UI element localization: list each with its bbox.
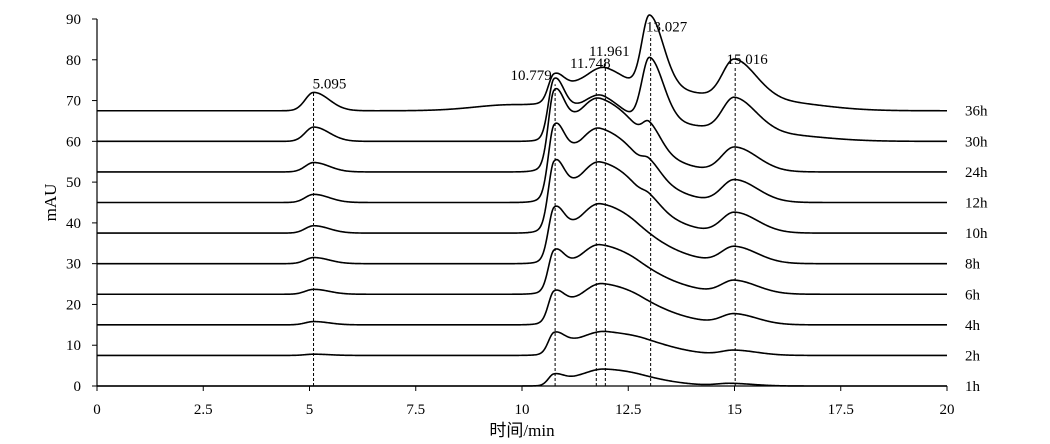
series-line-6h [97, 243, 947, 296]
y-tick-label: 90 [66, 12, 81, 28]
peak-label-13.027: 13.027 [646, 19, 688, 35]
series-label-12h: 12h [965, 196, 988, 212]
x-tick-label: 20 [940, 402, 955, 418]
series-label-24h: 24h [965, 165, 988, 181]
x-ticks: 0 2.5 5 7.5 10 12.5 15 17.5 20 [93, 386, 955, 418]
series-label-1h: 1h [965, 379, 981, 395]
x-tick-label: 17.5 [828, 402, 854, 418]
y-tick-label: 0 [74, 379, 82, 395]
series-label-2h: 2h [965, 348, 981, 364]
series-line-2h [97, 330, 947, 357]
series-line-36h [97, 14, 947, 112]
series-line-24h [97, 87, 947, 173]
x-tick-label: 10 [515, 402, 530, 418]
x-tick-label: 12.5 [615, 402, 641, 418]
peak-label-10.779: 10.779 [510, 68, 551, 84]
y-tick-label: 10 [66, 338, 81, 354]
y-tick-label: 30 [66, 257, 81, 273]
series-line-4h [97, 282, 947, 326]
y-tick-label: 20 [66, 297, 81, 313]
y-axis-title: mAU [41, 184, 60, 222]
peak-label-11.748: 11.748 [570, 56, 611, 72]
series-line-1h [97, 368, 947, 387]
y-tick-label: 60 [66, 134, 81, 150]
x-tick-label: 15 [727, 402, 742, 418]
series-labels: 1h 2h 4h 6h 8h 10h 12h 24h 30h 36h [965, 104, 988, 395]
series-label-8h: 8h [965, 257, 981, 273]
y-tick-label: 40 [66, 216, 81, 232]
y-tick-label: 50 [66, 175, 81, 191]
series-label-30h: 30h [965, 134, 988, 150]
x-tick-label: 7.5 [406, 402, 425, 418]
y-tick-label: 80 [66, 53, 81, 69]
series-line-12h [97, 122, 947, 204]
y-ticks: 0 10 20 30 40 50 60 70 80 90 [66, 12, 97, 395]
series-line-8h [97, 202, 947, 265]
y-tick-label: 70 [66, 94, 81, 110]
peak-label-5.095: 5.095 [313, 76, 347, 92]
peak-label-11.961: 11.961 [589, 44, 630, 60]
peak-label-15.016: 15.016 [727, 52, 769, 68]
reference-lines [313, 35, 736, 386]
series-line-30h [97, 56, 947, 143]
series-label-6h: 6h [965, 287, 981, 303]
series-label-10h: 10h [965, 226, 988, 242]
series-line-10h [97, 158, 947, 234]
x-tick-label: 0 [93, 402, 101, 418]
x-tick-label: 2.5 [194, 402, 213, 418]
x-axis-title: 时间/min [489, 421, 555, 440]
series-label-4h: 4h [965, 318, 981, 334]
x-tick-label: 5 [306, 402, 314, 418]
series-label-36h: 36h [965, 104, 988, 120]
